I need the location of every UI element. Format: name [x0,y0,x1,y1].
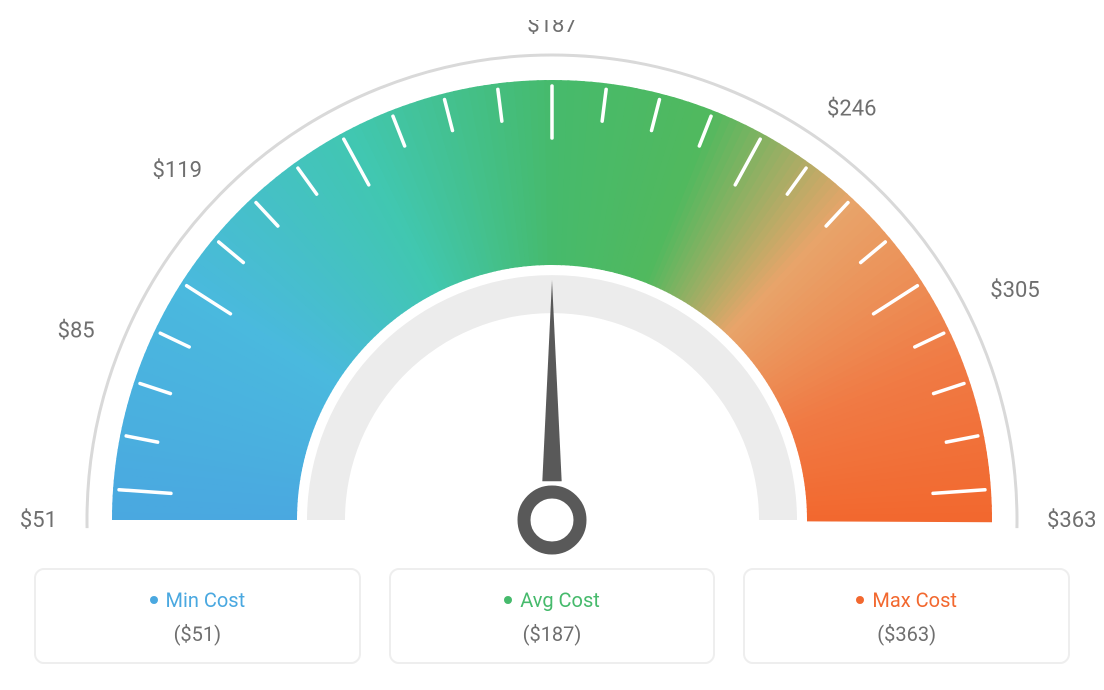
legend-max: Max Cost ($363) [743,568,1070,664]
legend: Min Cost ($51) Avg Cost ($187) Max Cost ($363… [0,568,1104,664]
gauge-tick-label: $119 [153,158,202,183]
gauge-tick-label: $246 [827,96,876,121]
legend-label-text: Avg Cost [520,588,600,612]
legend-avg: Avg Cost ($187) [389,568,716,664]
gauge-tick-label: $85 [58,319,95,344]
gauge-svg: $51 $85 $119 $187 $246 $305 $363 [0,20,1104,580]
legend-avg-label: Avg Cost [401,588,704,612]
cost-gauge: $51 $85 $119 $187 $246 $305 $363 [0,0,1104,560]
legend-label-text: Min Cost [166,588,246,612]
legend-dot-icon [504,596,512,604]
legend-min-value: ($51) [46,622,349,646]
gauge-tick-label: $51 [20,508,57,533]
legend-max-value: ($363) [755,622,1058,646]
gauge-tick-label: $305 [990,278,1039,303]
gauge-tick-label: $187 [527,20,576,38]
legend-min: Min Cost ($51) [34,568,361,664]
legend-min-label: Min Cost [46,588,349,612]
legend-dot-icon [150,596,158,604]
legend-dot-icon [856,596,864,604]
legend-avg-value: ($187) [401,622,704,646]
gauge-needle [524,280,580,548]
legend-label-text: Max Cost [872,588,957,612]
gauge-tick-label: $363 [1047,508,1096,533]
legend-max-label: Max Cost [755,588,1058,612]
